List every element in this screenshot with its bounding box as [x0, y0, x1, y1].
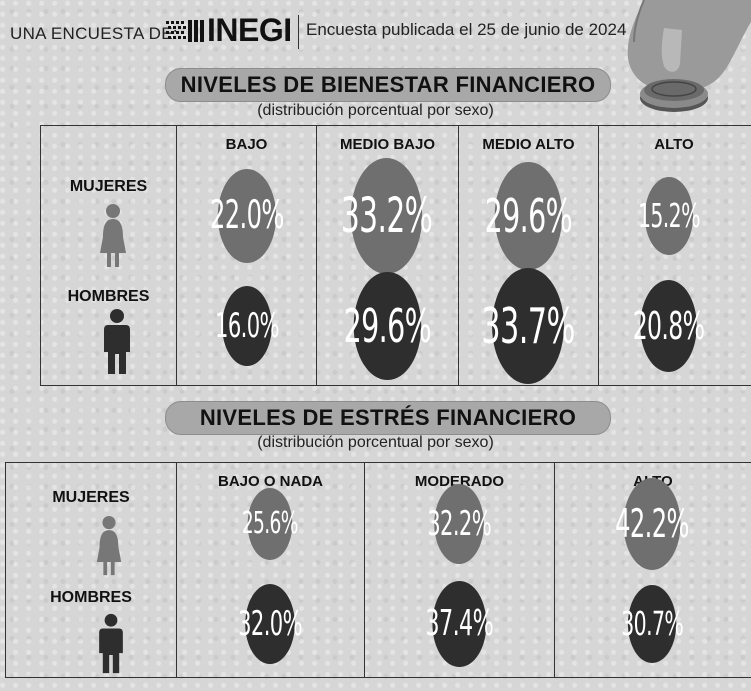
column-header-medio-bajo: MEDIO BAJO: [339, 136, 435, 153]
header-divider: [298, 15, 299, 49]
bubble-mujeres-alto: 42.2%: [615, 478, 689, 570]
bienestar-table: BAJO MEDIO BAJO MEDIO ALTO ALTO MUJERES …: [40, 125, 751, 386]
column-divider: [598, 126, 599, 385]
bubble-mujeres-bajo-o-nada: 25.6%: [242, 488, 299, 560]
hand-coins-icon: [627, 0, 751, 112]
column-divider: [316, 126, 317, 385]
man-icon: [104, 309, 130, 374]
bubble-mujeres-moderado: 32.2%: [427, 483, 492, 565]
woman-icon: [96, 516, 122, 576]
man-icon: [99, 613, 123, 674]
bubble-hombres-moderado: 37.4%: [425, 580, 494, 668]
column-divider: [176, 126, 177, 385]
row-label-hombres: HOMBRES: [50, 589, 132, 606]
header: UNA ENCUESTA DE: INEGI Encuesta publicad…: [0, 0, 751, 60]
row-label-hombres: HOMBRES: [67, 288, 150, 305]
inegi-logo-icon: [166, 20, 204, 42]
inegi-wordmark: INEGI: [207, 12, 292, 48]
bubble-mujeres-medio-bajo: 33.2%: [341, 158, 433, 274]
estres-table: BAJO O NADA MODERADO ALTO MUJERES HOMBRE…: [5, 462, 751, 678]
bubble-hombres-bajo: 16.0%: [215, 286, 280, 366]
column-header-bajo-o-nada: BAJO O NADA: [217, 473, 323, 490]
publication-date: Encuesta publicada el 25 de junio de 202…: [306, 20, 627, 39]
section-title-bienestar: NIVELES DE BIENESTAR FINANCIERO: [165, 68, 611, 102]
bubble-hombres-medio-bajo: 29.6%: [343, 271, 431, 381]
column-header-alto: ALTO: [654, 136, 694, 153]
column-header-moderado: MODERADO: [414, 473, 505, 490]
woman-icon: [100, 204, 126, 267]
bubble-mujeres-alto: 15.2%: [638, 177, 701, 255]
bubble-mujeres-medio-alto: 29.6%: [484, 161, 572, 271]
bubble-hombres-bajo-o-nada: 32.0%: [238, 583, 303, 665]
column-header-bajo: BAJO: [225, 136, 268, 153]
bubble-hombres-alto: 30.7%: [621, 584, 684, 664]
section-subtitle-estres: (distribución porcentual por sexo): [257, 434, 494, 451]
column-divider: [458, 126, 459, 385]
section-subtitle-bienestar: (distribución porcentual por sexo): [257, 102, 494, 119]
bubble-hombres-alto: 20.8%: [633, 280, 705, 372]
column-header-medio-alto: MEDIO ALTO: [482, 136, 575, 153]
column-divider: [364, 463, 365, 677]
column-divider: [554, 463, 555, 677]
section-title-estres: NIVELES DE ESTRÉS FINANCIERO: [165, 401, 611, 435]
column-divider: [176, 463, 177, 677]
bubble-hombres-medio-alto: 33.7%: [481, 268, 575, 384]
bubble-mujeres-bajo: 22.0%: [210, 169, 284, 263]
survey-prefix: UNA ENCUESTA DE:: [10, 24, 178, 43]
row-label-mujeres: MUJERES: [52, 489, 130, 506]
row-label-mujeres: MUJERES: [69, 178, 148, 195]
